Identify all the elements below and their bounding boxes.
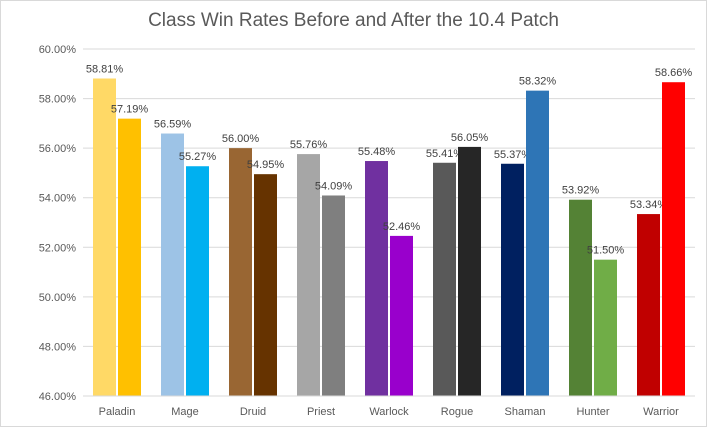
data-label: 53.92% [562, 185, 600, 197]
bar-before [637, 214, 660, 396]
x-tick-label: Rogue [441, 406, 473, 418]
y-tick-label: 56.00% [39, 143, 77, 155]
bar-before [161, 133, 184, 396]
data-label: 55.76% [290, 139, 328, 151]
data-label: 56.05% [451, 132, 489, 144]
data-label: 55.27% [179, 151, 217, 163]
data-label: 58.66% [655, 67, 693, 79]
y-tick-label: 48.00% [39, 341, 77, 353]
bar-after [526, 90, 549, 396]
data-label: 55.41% [426, 148, 464, 160]
bar-before [297, 154, 320, 396]
y-tick-label: 54.00% [39, 193, 77, 205]
x-tick-label: Hunter [576, 406, 609, 418]
y-tick-label: 46.00% [39, 391, 77, 403]
bar-after [458, 146, 481, 396]
data-label: 55.48% [358, 146, 396, 158]
data-label: 53.34% [630, 199, 668, 211]
bar-before [433, 162, 456, 396]
chart-title: Class Win Rates Before and After the 10.… [148, 10, 559, 31]
bar-after [186, 166, 209, 396]
data-label: 51.50% [587, 245, 625, 257]
data-label: 58.81% [86, 63, 124, 75]
x-tick-label: Mage [171, 406, 199, 418]
bar-before [93, 78, 116, 397]
y-tick-label: 50.00% [39, 292, 77, 304]
bar-after [594, 259, 617, 396]
bar-before [501, 163, 524, 396]
y-tick-label: 58.00% [39, 94, 77, 106]
bar-after [390, 235, 413, 396]
y-tick-label: 60.00% [39, 44, 77, 56]
bar-before [365, 161, 388, 396]
x-tick-label: Druid [240, 406, 266, 418]
x-tick-label: Warlock [369, 406, 409, 418]
y-tick-label: 52.00% [39, 242, 77, 254]
data-label: 57.19% [111, 104, 149, 116]
bar-after [254, 174, 277, 396]
data-label: 54.09% [315, 180, 353, 192]
bar-before [229, 148, 252, 396]
x-tick-label: Priest [307, 406, 335, 418]
data-label: 58.32% [519, 76, 557, 88]
bar-before [569, 199, 592, 396]
data-label: 55.37% [494, 149, 532, 161]
x-tick-label: Paladin [99, 406, 136, 418]
x-tick-label: Warrior [643, 406, 679, 418]
data-label: 54.95% [247, 159, 285, 171]
bar-after [118, 118, 141, 396]
x-tick-label: Shaman [505, 406, 546, 418]
bar-after [662, 82, 685, 396]
data-label: 52.46% [383, 221, 421, 233]
data-label: 56.59% [154, 119, 192, 131]
bar-after [322, 195, 345, 396]
data-label: 56.00% [222, 133, 260, 145]
